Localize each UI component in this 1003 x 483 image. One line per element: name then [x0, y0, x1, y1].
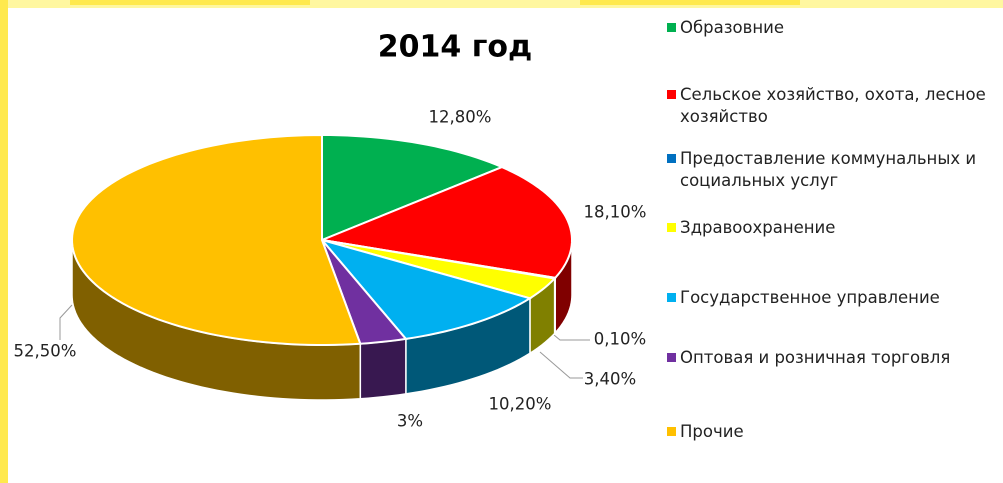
frame-left [0, 0, 8, 483]
slice [71, 133, 362, 346]
data-label: 12,80% [429, 108, 492, 127]
data-label: 0,10% [594, 330, 646, 349]
chart-title: 2014 год [378, 30, 532, 65]
slice [319, 238, 533, 340]
slice [321, 133, 505, 242]
legend-label: Предоставление коммунальных и социальных… [680, 149, 977, 190]
frame-stripe [580, 0, 800, 5]
legend-swatch [667, 23, 676, 32]
data-label: 52,50% [14, 342, 77, 361]
legend-swatch [667, 353, 676, 362]
legend-entry: Образовние [667, 17, 998, 39]
legend-swatch [667, 90, 676, 99]
legend-label: Оптовая и розничная торговля [680, 348, 951, 367]
legend-entry: Государственное управление [667, 287, 998, 309]
legend-entry: Оптовая и розничная торговля [667, 347, 998, 369]
slice-side [359, 338, 407, 400]
legend-swatch [667, 154, 676, 163]
data-label: 3,40% [584, 370, 636, 389]
data-label: 3% [397, 412, 423, 431]
slice [321, 239, 408, 345]
slice [318, 166, 573, 279]
legend-entry: Здравоохранение [667, 217, 998, 239]
legend-label: Образовние [680, 18, 785, 37]
legend-swatch [667, 223, 676, 232]
legend-swatch [667, 427, 676, 436]
legend-label: Сельское хозяйство, охота, лесное хозяйс… [680, 85, 986, 126]
frame-stripe [70, 0, 310, 5]
data-label: 18,10% [584, 203, 647, 222]
frame-top [0, 0, 1003, 8]
legend-entry: Предоставление коммунальных и социальных… [667, 148, 998, 192]
legend-swatch [667, 293, 676, 302]
legend-entry: Сельское хозяйство, охота, лесное хозяйс… [667, 84, 998, 128]
legend-label: Прочие [680, 422, 744, 441]
slice [321, 239, 557, 300]
legend-label: Здравоохранение [680, 218, 836, 237]
legend-label: Государственное управление [680, 288, 940, 307]
data-label: 10,20% [489, 395, 552, 414]
legend-entry: Прочие [667, 421, 998, 443]
